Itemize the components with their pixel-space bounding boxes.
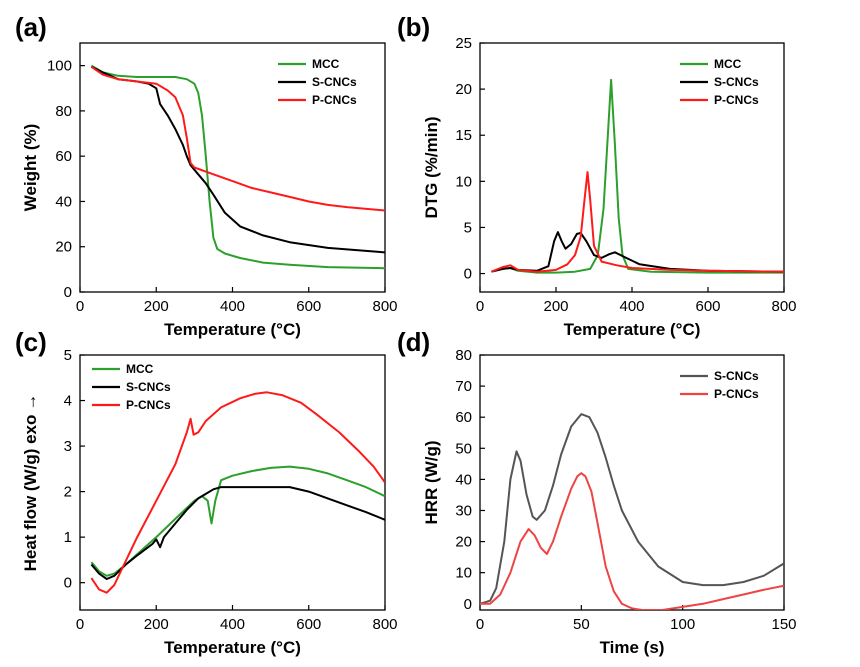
legend-label: P-CNCs: [312, 93, 357, 107]
y-tick-label: 0: [464, 596, 472, 613]
legend-label: MCC: [126, 362, 154, 376]
legend-label: S-CNCs: [126, 380, 171, 394]
x-tick-label: 100: [670, 616, 695, 633]
x-tick-label: 0: [476, 298, 484, 315]
y-tick-label: 1: [64, 529, 72, 546]
series-line-p-cncs: [90, 65, 385, 212]
x-tick-label: 200: [543, 298, 568, 315]
y-tick-label: 70: [455, 378, 472, 395]
plot-frame: [479, 354, 785, 611]
x-tick-label: 400: [220, 616, 245, 633]
panel-label: (b): [397, 12, 430, 42]
x-tick-label: 600: [695, 298, 720, 315]
y-tick-label: 5: [64, 347, 72, 364]
x-tick-label: 0: [76, 298, 84, 315]
legend-label: MCC: [312, 57, 340, 71]
y-tick-label: 5: [464, 219, 472, 236]
y-tick-label: 4: [64, 393, 72, 410]
chart-panel-0: 0 200 400 600 800 0 20 40 60 80 100(a) Temperature …: [15, 12, 398, 339]
y-tick-label: 0: [64, 575, 72, 592]
y-tick-label: 40: [455, 471, 472, 488]
x-axis-title: Temperature (°C): [164, 638, 301, 657]
y-axis-title: Weight (%): [21, 124, 40, 212]
series-line-mcc: [90, 64, 385, 270]
y-tick-label: 10: [455, 173, 472, 190]
y-tick-label: 80: [55, 103, 72, 120]
series-line-mcc: [491, 78, 784, 274]
legend-label: P-CNCs: [126, 398, 171, 412]
y-axis-title: Heat flow (W/g) exo→: [21, 394, 40, 572]
panel-label: (a): [15, 12, 47, 42]
chart-panel-2: 0 200 400 600 800 0 1 2 3 4 5 (c) Temperature (°C) He…: [15, 327, 398, 657]
y-axis-title: DTG (%/min): [422, 117, 441, 219]
y-tick-label: 0: [64, 284, 72, 301]
x-tick-label: 800: [372, 616, 397, 633]
panel-label: (d): [397, 327, 430, 357]
y-tick-label: 100: [47, 58, 72, 75]
series-line-s-cncs: [480, 413, 784, 605]
x-tick-label: 150: [771, 616, 796, 633]
x-tick-label: 600: [296, 298, 321, 315]
y-tick-label: 20: [455, 81, 472, 98]
y-tick-label: 2: [64, 484, 72, 501]
x-axis-title: Temperature (°C): [564, 320, 701, 339]
y-tick-label: 60: [55, 148, 72, 165]
series-line-mcc: [90, 465, 385, 577]
y-tick-label: 15: [455, 127, 472, 144]
y-tick-label: 25: [455, 35, 472, 52]
y-tick-label: 20: [55, 239, 72, 256]
x-axis-title: Temperature (°C): [164, 320, 301, 339]
series-line-s-cncs: [90, 486, 385, 580]
x-tick-label: 0: [476, 616, 484, 633]
y-axis-title: HRR (W/g): [422, 440, 441, 524]
legend-label: S-CNCs: [312, 75, 357, 89]
y-tick-label: 3: [64, 438, 72, 455]
y-tick-label: 30: [455, 502, 472, 519]
series-line-s-cncs: [491, 231, 784, 273]
series-line-p-cncs: [480, 472, 784, 610]
y-tick-label: 0: [464, 266, 472, 283]
x-tick-label: 400: [220, 298, 245, 315]
y-tick-label: 50: [455, 440, 472, 457]
legend-label: S-CNCs: [714, 369, 759, 383]
chart-panel-3: 0 50 100 150 0 10 20 30 40 50 60 70 80 (d) Time (s) HRR…: [397, 327, 797, 657]
y-tick-label: 80: [455, 347, 472, 364]
y-axis-arrow: →: [21, 394, 40, 411]
panel-label: (c): [15, 327, 47, 357]
legend-label: P-CNCs: [714, 387, 759, 401]
legend-label: MCC: [714, 57, 742, 71]
series-line-p-cncs: [90, 391, 385, 594]
y-tick-label: 20: [455, 534, 472, 551]
x-tick-label: 200: [144, 616, 169, 633]
x-tick-label: 200: [144, 298, 169, 315]
y-tick-label: 40: [55, 193, 72, 210]
series-line-p-cncs: [491, 171, 784, 273]
x-tick-label: 50: [573, 616, 590, 633]
x-tick-label: 800: [771, 298, 796, 315]
x-tick-label: 400: [619, 298, 644, 315]
legend-label: P-CNCs: [714, 93, 759, 107]
y-tick-label: 10: [455, 565, 472, 582]
x-tick-label: 800: [372, 298, 397, 315]
x-tick-label: 0: [76, 616, 84, 633]
legend-label: S-CNCs: [714, 75, 759, 89]
chart-panel-1: 0 200 400 600 800 0 5 10 15 20 25 (b) Temperature (°…: [397, 12, 797, 339]
x-tick-label: 600: [296, 616, 321, 633]
x-axis-title: Time (s): [600, 638, 665, 657]
y-tick-label: 60: [455, 409, 472, 426]
